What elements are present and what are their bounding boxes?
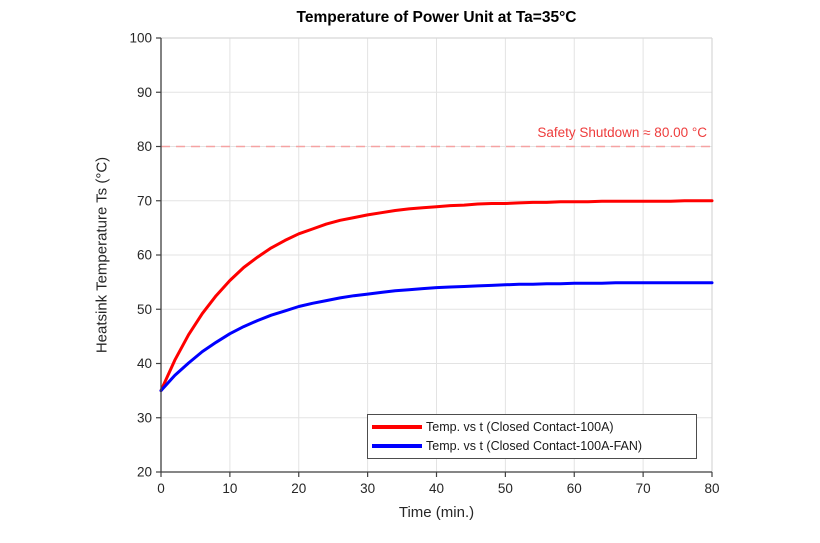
y-tick-label: 70 bbox=[137, 193, 152, 208]
y-tick-label: 50 bbox=[137, 302, 152, 317]
x-tick-label: 40 bbox=[429, 481, 444, 496]
y-tick-label: 30 bbox=[137, 410, 152, 425]
x-tick-label: 20 bbox=[291, 481, 306, 496]
x-tick-label: 50 bbox=[498, 481, 513, 496]
legend-item-label: Temp. vs t (Closed Contact-100A) bbox=[426, 420, 614, 435]
legend-item-label: Temp. vs t (Closed Contact-100A-FAN) bbox=[426, 438, 643, 453]
y-tick-label: 100 bbox=[129, 31, 152, 46]
legend-line-sample-blue bbox=[372, 443, 422, 448]
x-tick-label: 30 bbox=[360, 481, 375, 496]
x-tick-label: 70 bbox=[636, 481, 651, 496]
legend-item: Temp. vs t (Closed Contact-100A) bbox=[372, 420, 692, 434]
legend-line-sample-red bbox=[372, 425, 422, 430]
y-tick-label: 90 bbox=[137, 85, 152, 100]
y-tick-label: 80 bbox=[137, 139, 152, 154]
x-axis-label: Time (min.) bbox=[398, 504, 475, 521]
threshold-label: Safety Shutdown ≈ 80.00 °C bbox=[537, 125, 707, 140]
x-tick-label: 80 bbox=[704, 481, 719, 496]
y-axis-label-text: Heatsink Temperature Ts (°C) bbox=[93, 156, 111, 354]
y-tick-label: 20 bbox=[137, 465, 152, 480]
y-tick-label: 40 bbox=[137, 356, 152, 371]
x-tick-label: 60 bbox=[567, 481, 582, 496]
legend: Temp. vs t (Closed Contact-100A) Temp. v… bbox=[367, 414, 697, 459]
legend-item: Temp. vs t (Closed Contact-100A-FAN) bbox=[372, 439, 692, 453]
chart-title: Temperature of Power Unit at Ta=35°C bbox=[296, 9, 577, 26]
series-line-closed-contact-100a-fan bbox=[159, 281, 714, 393]
y-tick-label: 60 bbox=[137, 248, 152, 263]
x-tick-label: 10 bbox=[222, 481, 237, 496]
x-tick-label: 0 bbox=[157, 481, 165, 496]
series-line-closed-contact-100a bbox=[159, 199, 714, 393]
